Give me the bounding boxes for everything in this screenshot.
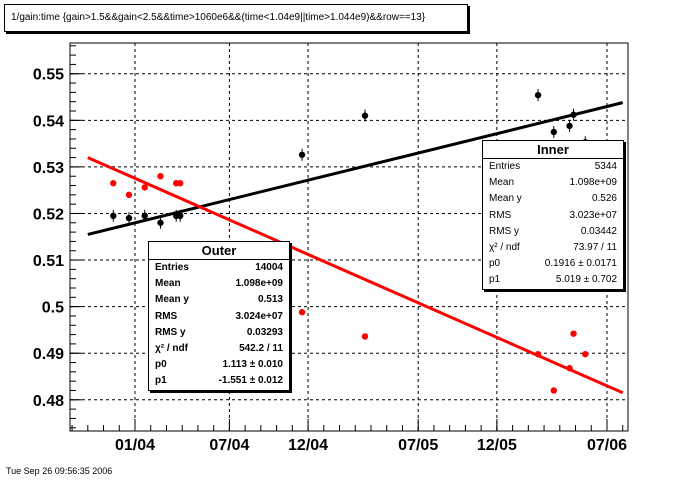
stat-row-mean: Mean 1.098e+09 [155, 278, 283, 290]
axis-ticks [70, 45, 624, 431]
data-point-inner [361, 112, 369, 119]
stat-row-p0: p0 1.113 ± 0.010 [155, 359, 283, 371]
x-tick-label: 07/06 [587, 437, 627, 454]
plot-title: 1/gain:time {gain>1.5&&gain<2.5&&time>10… [11, 12, 426, 23]
fit-line-inner [87, 101, 624, 236]
data-point-inner [157, 219, 164, 226]
data-point-inner [566, 122, 573, 130]
data-point-inner [110, 212, 117, 220]
stat-row-p0: p0 0.1916 ± 0.0171 [489, 258, 617, 270]
y-tick-label: 0.48 [33, 393, 64, 410]
data-point-outer [157, 173, 164, 180]
x-tick-label: 12/05 [477, 437, 517, 454]
data-point-outer [141, 184, 148, 191]
y-tick-label: 0.55 [33, 67, 64, 84]
fit-line-outer [87, 156, 624, 395]
inner-stats-box: Inner Entries 5344 Mean 1.098e+09 Mean y 0.… [482, 140, 624, 290]
stat-row-mean: Mean 1.098e+09 [489, 177, 617, 189]
data-point-outer [177, 180, 184, 187]
data-point-outer [361, 333, 369, 340]
y-tick-label: 0.51 [33, 253, 64, 270]
stat-row-rms: RMS 3.023e+07 [489, 209, 617, 221]
stat-row-p1: p1 5.019 ± 0.702 [489, 274, 617, 286]
stat-row-mean-y: Mean y 0.513 [155, 294, 283, 306]
stat-row-entries: Entries 5344 [489, 161, 617, 172]
stat-row-rms: RMS 3.024e+07 [155, 310, 283, 322]
x-tick-label: 07/04 [209, 437, 249, 454]
y-tick-label: 0.5 [42, 300, 64, 317]
x-tick-label: 01/04 [115, 437, 155, 454]
data-points [110, 89, 589, 394]
data-point-inner [534, 91, 542, 99]
stat-row-chi2: χ² / ndf 542.2 / 11 [155, 342, 283, 354]
stat-row-chi2: χ² / ndf 73.97 / 11 [489, 241, 617, 253]
data-point-inner [298, 151, 306, 158]
timestamp: Tue Sep 26 09:56:35 2006 [6, 466, 113, 476]
data-point-inner [125, 214, 133, 222]
y-tick-label: 0.54 [33, 113, 64, 130]
data-point-outer [570, 330, 577, 337]
stat-row-mean-y: Mean y 0.526 [489, 193, 617, 205]
stats-box-title: Outer [149, 242, 289, 260]
data-point-outer [110, 180, 117, 187]
x-tick-label: 07/05 [398, 437, 438, 454]
data-point-outer [298, 309, 306, 316]
data-point-inner [550, 128, 557, 136]
data-point-outer [566, 364, 573, 372]
stat-row-entries: Entries 14004 [155, 262, 283, 273]
fit-lines [87, 101, 624, 395]
stat-row-p1: p1 -1.551 ± 0.012 [155, 375, 283, 387]
stat-row-rms-y: RMS y 0.03293 [155, 326, 283, 338]
plot-frame [69, 42, 629, 432]
stat-row-rms-y: RMS y 0.03442 [489, 225, 617, 237]
data-point-outer [125, 191, 133, 199]
y-tick-label: 0.52 [33, 206, 64, 223]
data-point-inner [141, 212, 148, 220]
data-point-outer [582, 350, 589, 358]
x-axis-tick-labels: 01/04 07/04 12/04 07/05 12/05 07/06 [115, 437, 627, 454]
data-point-outer [550, 387, 557, 394]
data-point-inner [570, 111, 577, 118]
data-point-inner [177, 212, 184, 220]
plot-title-box: 1/gain:time {gain>1.5&&gain<2.5&&time>10… [4, 4, 468, 32]
y-tick-label: 0.49 [33, 346, 64, 363]
stats-box-title: Inner [483, 141, 623, 159]
y-tick-label: 0.53 [33, 160, 64, 177]
data-point-outer [534, 350, 542, 358]
y-axis-tick-labels: 0.48 0.49 0.5 0.51 0.52 0.53 0.54 0.55 [33, 67, 64, 410]
x-tick-label: 12/04 [288, 437, 328, 454]
